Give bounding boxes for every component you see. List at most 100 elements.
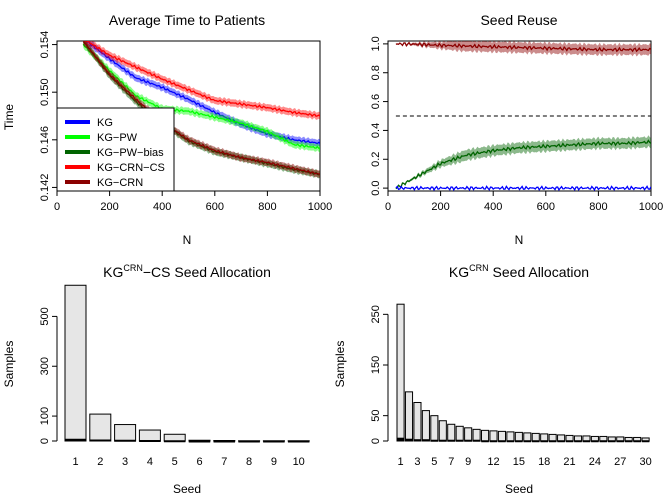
x-tick-label: 30	[639, 456, 651, 468]
panel2-y-axis: 0.0 0.2 0.4 0.6 0.8 1.0	[370, 36, 388, 196]
x-tick-label: 1	[72, 456, 78, 468]
x-tick-label: 24	[589, 456, 601, 468]
bar	[514, 431, 523, 442]
panel2-x-axis: 0 200 400 600 800 1000	[385, 191, 663, 213]
bar-inner	[515, 440, 523, 443]
bar-inner	[540, 440, 549, 443]
x-tick-label: 800	[258, 201, 276, 213]
bar-inner	[287, 440, 310, 443]
y-tick-label: 0.150	[39, 78, 51, 106]
legend-label: KG	[97, 117, 113, 129]
x-tick-label: 3	[414, 456, 420, 468]
panel4-title-sup: CRN	[469, 263, 489, 273]
bar	[523, 432, 532, 442]
bar	[506, 431, 515, 442]
x-tick-label: 200	[100, 201, 118, 213]
series-line	[85, 41, 320, 118]
series-line	[395, 185, 651, 191]
x-tick-label: 18	[538, 456, 550, 468]
y-tick-label: 0	[39, 438, 51, 444]
panel4-title-base: KG	[449, 264, 469, 280]
y-tick-label: 0.146	[39, 126, 51, 154]
x-tick-label: 21	[563, 456, 575, 468]
series-band	[83, 41, 320, 120]
bar-inner	[89, 439, 112, 442]
panel-average-time: Average Time to Patients 0 200 400 600 800 10…	[2, 12, 332, 247]
bar-inner	[413, 439, 422, 442]
x-tick-label: 7	[221, 456, 227, 468]
bar	[565, 434, 574, 442]
series-band	[395, 135, 651, 189]
panel2-x-label: N	[515, 233, 524, 247]
y-tick-label: 0.142	[39, 174, 51, 202]
x-tick-label: 1000	[639, 201, 663, 213]
bar-inner	[591, 440, 599, 443]
bar-inner	[455, 439, 464, 442]
x-tick-label: 9	[465, 456, 471, 468]
panel3-y-label: Samples	[2, 341, 16, 388]
y-tick-label: 0.6	[370, 94, 382, 109]
bar	[413, 401, 422, 442]
x-tick-label: 5	[172, 456, 178, 468]
bar-inner	[114, 439, 136, 442]
x-tick-label: 9	[271, 456, 277, 468]
bar-inner	[163, 440, 186, 443]
x-tick-label: 6	[196, 456, 202, 468]
panel-crn-cs-allocation: KGCRN−CS Seed Allocation 1 2 3 4 5 6 7 8 9 10 0 10…	[2, 263, 310, 496]
panel3-y-axis: 0 100 300 500	[39, 307, 58, 444]
legend-label: KG−CRN	[97, 177, 143, 189]
x-tick-label: 3	[122, 456, 128, 468]
bar-inner	[624, 440, 633, 443]
bar	[540, 433, 549, 442]
x-tick-label: 400	[153, 201, 171, 213]
bar	[89, 413, 112, 442]
x-tick-label: 800	[589, 201, 607, 213]
y-tick-label: 100	[39, 407, 51, 425]
series-line	[85, 41, 320, 145]
bar-inner	[489, 440, 498, 443]
bar	[64, 284, 87, 442]
panel1-x-axis: 0 200 400 600 800 1000	[54, 191, 332, 213]
y-tick-label: 50	[370, 410, 382, 422]
bar-inner	[574, 440, 582, 443]
x-tick-label: 200	[431, 201, 449, 213]
bar	[548, 433, 557, 442]
x-tick-label: 0	[385, 201, 391, 213]
panel1-series	[82, 41, 320, 179]
bar	[138, 429, 161, 442]
bar-inner	[139, 440, 161, 443]
x-tick-label: 1	[397, 456, 403, 468]
legend-label: KG−PW−bias	[97, 147, 164, 159]
panel3-title: KGCRN−CS Seed Allocation	[103, 263, 271, 280]
panel1-title: Average Time to Patients	[109, 12, 265, 28]
panel-crn-allocation: KGCRN Seed Allocation 1 3 5 7 9 12 15 18 21 24 27 3…	[333, 263, 652, 496]
x-tick-label: 0	[54, 201, 60, 213]
y-tick-label: 0.2	[370, 152, 382, 167]
bar	[430, 415, 439, 442]
panel3-title-base: KG	[103, 264, 123, 280]
legend-label: KG−PW	[97, 132, 138, 144]
y-tick-label: 150	[370, 356, 382, 374]
x-tick-label: 4	[147, 456, 153, 468]
bar	[455, 425, 464, 442]
panel4-bars	[396, 303, 650, 443]
panel4-x-label: Seed	[505, 482, 533, 496]
legend-label: KG−CRN−CS	[97, 162, 165, 174]
y-tick-label: 0.154	[39, 31, 51, 59]
x-tick-label: 2	[97, 456, 103, 468]
bar-inner	[238, 440, 260, 443]
y-tick-label: 300	[39, 357, 51, 375]
series-line	[395, 41, 651, 53]
bar	[438, 420, 447, 442]
bar	[464, 427, 473, 442]
panel4-title-rest: Seed Allocation	[489, 264, 589, 280]
y-tick-label: 0	[370, 438, 382, 444]
bar-inner	[405, 438, 413, 442]
panel3-bars	[64, 284, 310, 443]
x-tick-label: 15	[513, 456, 525, 468]
bar	[489, 430, 498, 442]
bar-inner	[616, 440, 625, 443]
panel2-title: Seed Reuse	[480, 12, 557, 28]
bar	[114, 424, 137, 442]
